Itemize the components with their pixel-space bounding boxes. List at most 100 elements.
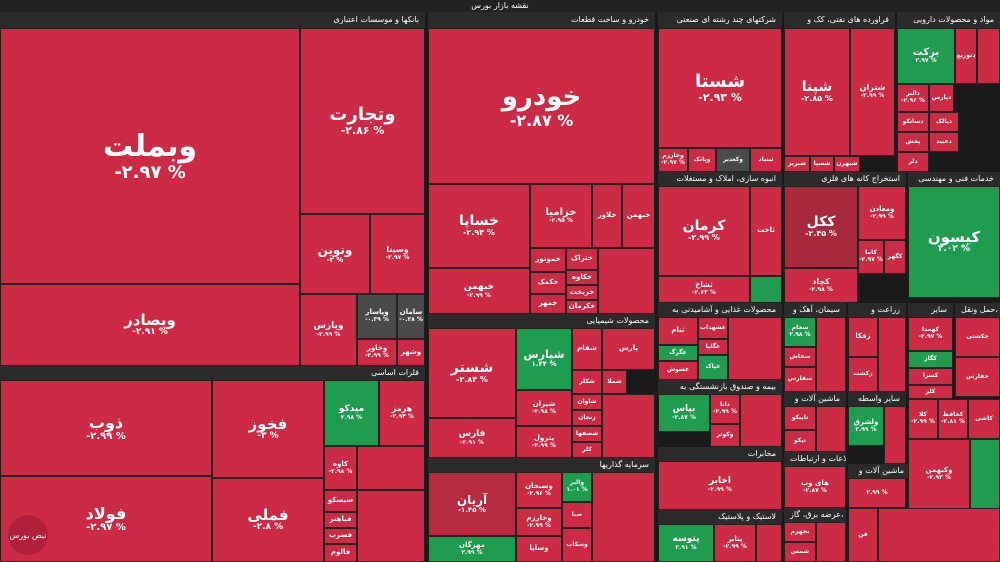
stock-tile[interactable] <box>970 439 1000 509</box>
stock-tile[interactable]: والبر ۱.۰۱ % <box>562 472 592 502</box>
stock-tile[interactable]: غشوش <box>658 361 698 380</box>
stock-tile[interactable]: پارس <box>602 328 655 370</box>
stock-tile[interactable]: وسینا -۲.۹۷ % <box>370 214 425 294</box>
stock-tile[interactable]: زنجان <box>572 410 602 426</box>
stock-tile[interactable]: خودرو -۲.۸۷ % <box>428 28 655 184</box>
stock-tile[interactable]: بجهرم <box>784 522 816 542</box>
sector-header[interactable]: مواد و محصولات دارویی <box>897 12 1000 28</box>
stock-tile[interactable] <box>884 406 906 464</box>
stock-tile[interactable]: حفارس <box>955 357 1000 397</box>
stock-tile[interactable]: مهرگان ۲.۹۹ % <box>428 536 516 562</box>
stock-tile[interactable]: شاوان <box>572 394 602 410</box>
stock-tile[interactable]: خمهر <box>530 294 566 314</box>
stock-tile[interactable]: وسبحان -۲.۹۶ % <box>516 472 562 508</box>
sector-header[interactable]: بیمه و صندوق بازنشستگی به <box>658 380 782 394</box>
stock-tile[interactable]: وکغدیر <box>716 148 750 172</box>
stock-tile[interactable]: وخاور -۲.۹۹ % <box>357 339 397 366</box>
stock-tile[interactable]: سفارس <box>784 367 816 392</box>
stock-tile[interactable]: دعبید <box>929 132 959 152</box>
stock-tile[interactable]: وبملت -۲.۹۷ % <box>0 28 300 284</box>
stock-tile[interactable]: زفکا <box>848 317 878 357</box>
stock-tile[interactable]: تاپیکو <box>784 406 816 430</box>
sector-header[interactable]: حمل ونقل، <box>955 303 1000 317</box>
stock-tile[interactable]: پتوسه ۲.۹۱ % <box>658 524 714 562</box>
sector-header[interactable]: سیمان، آهک و <box>784 303 846 317</box>
stock-tile[interactable]: وکبهمن -۲.۹۳ % <box>908 439 970 509</box>
stock-tile[interactable]: دتوزیع <box>955 28 977 84</box>
stock-tile[interactable]: فالوم <box>324 544 357 562</box>
stock-tile[interactable]: کاما -۲.۹۷ % <box>858 240 884 274</box>
stock-tile[interactable]: کلا -۲.۹۹ % <box>908 399 938 439</box>
stock-tile[interactable]: برکت ۲.۹۷ % <box>897 28 955 84</box>
stock-tile[interactable]: دانا -۲.۹۹ % <box>710 394 740 424</box>
stock-tile[interactable]: میدکو ۲.۹۸ % <box>324 380 379 446</box>
stock-tile[interactable]: شپنا -۲.۸۵ % <box>784 28 850 156</box>
stock-tile[interactable]: ولشرق ۲.۹۹ % <box>848 406 884 446</box>
stock-tile[interactable]: خریخت <box>566 285 598 300</box>
stock-tile[interactable]: غگرگ <box>658 345 698 361</box>
stock-tile[interactable]: ۲.۹۹ % <box>848 478 906 508</box>
stock-tile[interactable]: شپارس ۱.۴۴ % <box>516 328 572 390</box>
stock-tile[interactable]: کلر <box>572 442 602 458</box>
stock-tile[interactable]: وبصادر -۲.۹۱ % <box>0 284 300 366</box>
stock-tile[interactable]: کگهر <box>884 240 906 274</box>
stock-tile[interactable]: فخوز -۳ % <box>212 380 324 478</box>
stock-tile[interactable]: وسکاب <box>562 528 592 562</box>
stock-tile[interactable]: کچاد -۲.۹۸ % <box>784 268 858 303</box>
stock-tile[interactable] <box>357 446 425 490</box>
stock-tile[interactable]: شستا -۲.۹۳ % <box>658 28 782 148</box>
stock-tile[interactable]: تیکو <box>784 430 816 452</box>
sector-header[interactable]: محصولات غذایی و آشامیدنی به <box>658 303 782 317</box>
stock-tile[interactable]: کسرا <box>908 368 953 385</box>
sector-header[interactable]: ماشین آلات و <box>784 392 846 406</box>
stock-tile[interactable] <box>816 406 846 452</box>
stock-tile[interactable] <box>750 276 782 303</box>
stock-tile[interactable]: وخارزم -۲.۹۹ % <box>516 508 562 536</box>
stock-tile[interactable] <box>977 28 1000 84</box>
sector-header[interactable]: شرکتهای چند رشته ای صنعتی <box>658 12 782 28</box>
stock-tile[interactable]: بپاس -۲.۸۷ % <box>658 394 710 432</box>
stock-tile[interactable]: شکلر <box>572 370 602 394</box>
stock-tile[interactable]: پتایر -۲.۹۹ % <box>714 524 756 562</box>
stock-tile[interactable]: خلاور <box>592 184 622 248</box>
sector-header[interactable]: خدمات فنی و مهندسی <box>908 172 1000 186</box>
stock-tile[interactable]: وپارس -۲.۹۹ % <box>300 294 357 366</box>
stock-tile[interactable]: شسپا <box>810 156 834 172</box>
stock-tile[interactable]: فسرب <box>324 528 357 544</box>
stock-tile[interactable]: شستر -۲.۸۴ % <box>428 328 516 418</box>
stock-tile[interactable]: خموتور <box>530 248 566 272</box>
stock-tile[interactable] <box>602 394 655 458</box>
sector-header[interactable]: سایر واسطه <box>848 392 906 406</box>
stock-tile[interactable]: ومعادن -۲.۹۹ % <box>858 186 906 240</box>
sector-header[interactable]: مخابرات <box>658 447 782 461</box>
stock-tile[interactable] <box>816 317 846 392</box>
stock-tile[interactable]: ثشاخ -۲.۶۳ % <box>658 276 750 303</box>
stock-tile[interactable]: خبهمن <box>622 184 655 248</box>
sector-header[interactable]: سایر <box>908 303 953 317</box>
stock-tile[interactable]: حکشتی <box>955 317 1000 357</box>
stock-tile[interactable]: آریان -۱.۴۵ % <box>428 472 516 536</box>
stock-tile[interactable]: دسانکو <box>897 112 929 132</box>
stock-tile[interactable] <box>756 524 782 562</box>
stock-tile[interactable] <box>878 508 1000 562</box>
stock-tile[interactable] <box>728 317 782 380</box>
sector-header[interactable]: استخراج کانه های فلزی <box>784 172 906 186</box>
stock-tile[interactable]: شتران -۲.۹۹ % <box>850 28 895 156</box>
stock-tile[interactable] <box>816 522 846 562</box>
stock-tile[interactable]: کاشی <box>968 399 1000 439</box>
stock-tile[interactable]: فملی -۲.۸ % <box>212 478 324 562</box>
stock-tile[interactable]: کاوه -۲.۹۸ % <box>324 446 357 490</box>
stock-tile[interactable] <box>878 317 906 392</box>
stock-tile[interactable]: ونوین -۳ % <box>300 214 370 294</box>
stock-tile[interactable]: زکشت <box>848 357 878 392</box>
stock-tile[interactable]: شملا <box>602 370 627 394</box>
stock-tile[interactable]: کهمدا -۲.۹۷ % <box>908 317 953 351</box>
sector-header[interactable]: فلزات اساسی <box>0 366 425 380</box>
sector-header[interactable]: سرمایه گذاریها <box>428 458 655 472</box>
stock-tile[interactable]: دالبر -۲.۹۶ % <box>897 84 929 112</box>
stock-tile[interactable]: دیالک <box>929 112 959 132</box>
stock-tile[interactable]: وپانک <box>688 148 716 172</box>
stock-tile[interactable]: ختراک <box>566 248 598 270</box>
stock-tile[interactable]: کرمان -۲.۹۹ % <box>658 186 750 276</box>
stock-tile[interactable]: ذوب -۲.۹۹ % <box>0 380 212 476</box>
